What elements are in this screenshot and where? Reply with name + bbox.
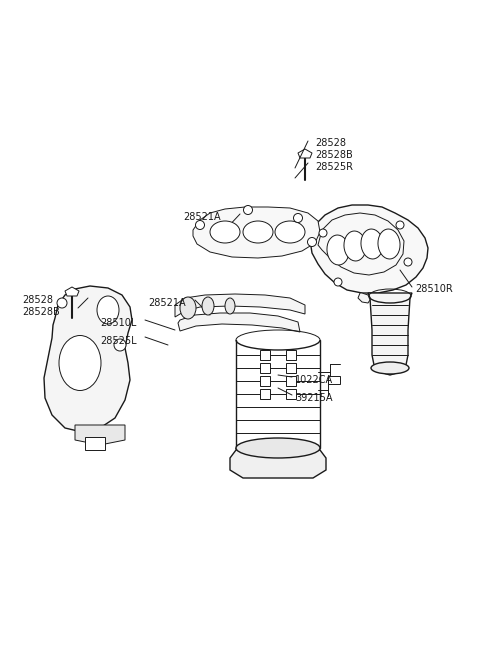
Text: 28521A: 28521A (148, 298, 186, 308)
Polygon shape (44, 286, 132, 432)
Circle shape (293, 213, 302, 222)
Circle shape (396, 221, 404, 229)
Ellipse shape (97, 296, 119, 324)
Polygon shape (178, 313, 300, 332)
Ellipse shape (225, 298, 235, 314)
Polygon shape (175, 294, 305, 317)
Polygon shape (75, 425, 125, 445)
Polygon shape (368, 293, 412, 375)
Polygon shape (328, 376, 340, 384)
Polygon shape (310, 205, 428, 293)
Circle shape (195, 220, 204, 230)
Polygon shape (298, 149, 312, 158)
Circle shape (404, 258, 412, 266)
Ellipse shape (327, 235, 349, 265)
Polygon shape (286, 350, 296, 360)
Ellipse shape (243, 221, 273, 243)
Ellipse shape (59, 335, 101, 390)
Ellipse shape (210, 221, 240, 243)
Ellipse shape (275, 221, 305, 243)
Polygon shape (260, 376, 270, 386)
Polygon shape (286, 389, 296, 399)
Text: 1022CA: 1022CA (295, 375, 333, 385)
Polygon shape (286, 376, 296, 386)
Circle shape (308, 237, 316, 247)
Ellipse shape (202, 297, 214, 315)
Circle shape (114, 339, 126, 351)
Polygon shape (65, 287, 79, 296)
Polygon shape (260, 350, 270, 360)
Text: 39215A: 39215A (295, 393, 333, 403)
Text: 28510R: 28510R (415, 284, 453, 294)
Text: 28521A: 28521A (183, 212, 221, 222)
Polygon shape (85, 437, 105, 450)
Circle shape (334, 278, 342, 286)
Polygon shape (193, 207, 320, 258)
Text: 28525R: 28525R (315, 162, 353, 172)
Ellipse shape (361, 229, 383, 259)
Circle shape (319, 229, 327, 237)
Polygon shape (230, 450, 326, 478)
Text: 28510L: 28510L (100, 318, 136, 328)
Polygon shape (286, 363, 296, 373)
Circle shape (57, 298, 67, 308)
Polygon shape (358, 293, 370, 303)
Ellipse shape (371, 362, 409, 374)
Text: 28525L: 28525L (100, 336, 137, 346)
Ellipse shape (236, 438, 320, 458)
Ellipse shape (344, 231, 366, 261)
Circle shape (243, 205, 252, 215)
Ellipse shape (378, 229, 400, 259)
Ellipse shape (180, 297, 196, 319)
Polygon shape (260, 389, 270, 399)
Polygon shape (260, 363, 270, 373)
Text: 28528
28528B: 28528 28528B (22, 295, 60, 317)
Text: 28528
28528B: 28528 28528B (315, 138, 353, 159)
